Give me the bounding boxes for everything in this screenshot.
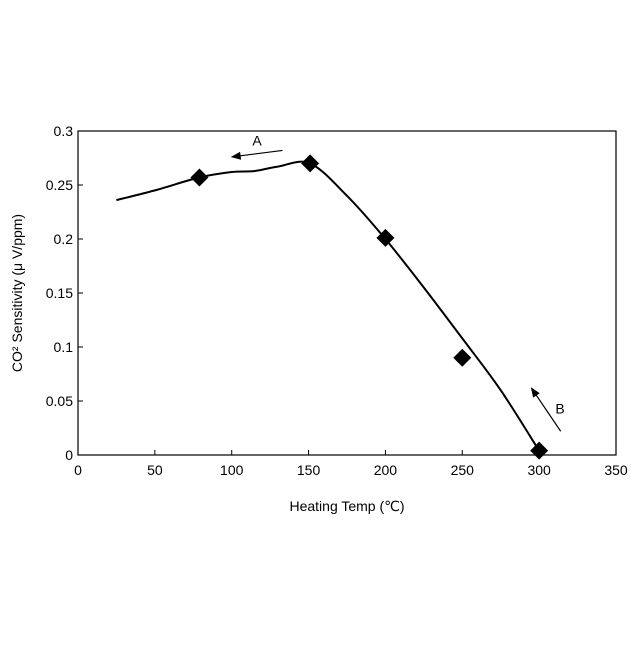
annotation-label: B [555, 401, 564, 417]
plot-frame [78, 131, 616, 455]
x-tick-label: 300 [527, 462, 551, 478]
x-tick-label: 350 [604, 462, 628, 478]
x-tick-label: 200 [374, 462, 398, 478]
annotation-label: A [252, 133, 262, 149]
data-point [301, 154, 319, 172]
x-tick-label: 100 [220, 462, 244, 478]
data-point [453, 349, 471, 367]
x-tick-label: 150 [297, 462, 321, 478]
y-tick-label: 0.25 [46, 177, 73, 193]
y-tick-label: 0.3 [54, 123, 74, 139]
y-tick-label: 0.15 [46, 285, 73, 301]
y-tick-label: 0 [65, 447, 73, 463]
data-point [190, 168, 208, 186]
series-line [116, 162, 539, 451]
y-tick-label: 0.1 [54, 339, 74, 355]
data-point [530, 442, 548, 460]
x-axis-title: Heating Temp (℃) [289, 498, 404, 514]
y-tick-label: 0.2 [54, 231, 74, 247]
y-axis-title: CO² Sensitivity (μ V/ppm) [9, 214, 25, 372]
x-tick-label: 0 [74, 462, 82, 478]
x-tick-label: 250 [451, 462, 475, 478]
x-tick-label: 50 [147, 462, 163, 478]
y-tick-label: 0.05 [46, 393, 73, 409]
annotation-arrow [232, 150, 283, 156]
